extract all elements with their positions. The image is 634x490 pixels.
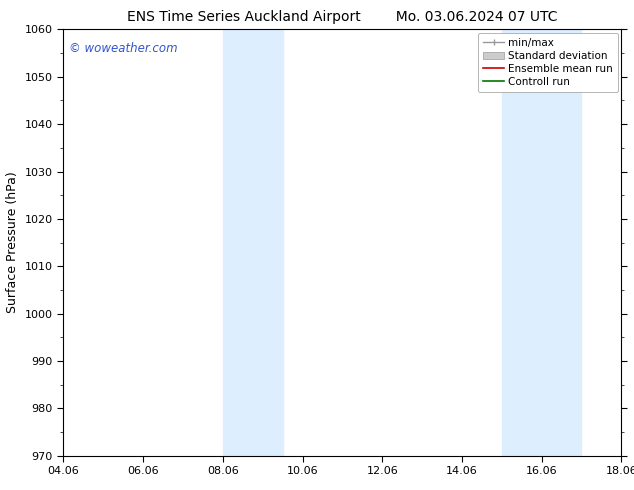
Bar — [223, 29, 283, 456]
Title: ENS Time Series Auckland Airport        Mo. 03.06.2024 07 UTC: ENS Time Series Auckland Airport Mo. 03.… — [127, 10, 558, 24]
Text: © woweather.com: © woweather.com — [69, 42, 178, 55]
Legend: min/max, Standard deviation, Ensemble mean run, Controll run: min/max, Standard deviation, Ensemble me… — [478, 32, 618, 92]
Bar — [501, 29, 581, 456]
Y-axis label: Surface Pressure (hPa): Surface Pressure (hPa) — [6, 172, 19, 314]
